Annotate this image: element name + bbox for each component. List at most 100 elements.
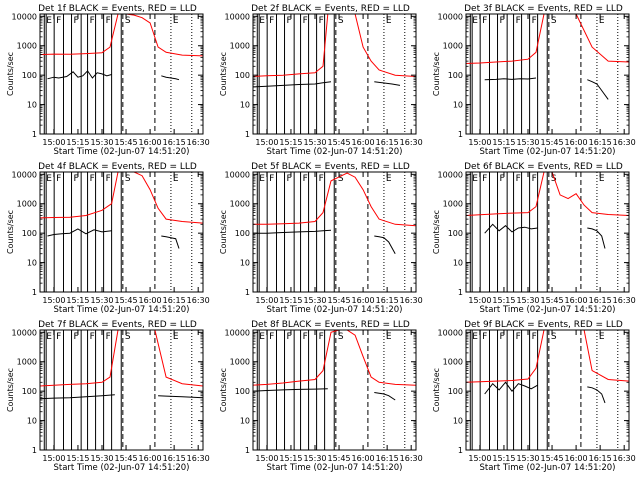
marker-letter: F — [532, 332, 537, 342]
events-series-line — [484, 223, 538, 234]
plot-frame — [39, 171, 204, 293]
x-tick-label: 16:30 — [400, 138, 423, 147]
y-axis-label: Counts/sec — [432, 52, 441, 96]
events-series-line — [484, 77, 537, 81]
y-tick-label: 1 — [32, 130, 37, 139]
plot-frame — [252, 171, 417, 293]
marker-letter: F — [319, 16, 324, 26]
marker-letter: E — [472, 16, 478, 26]
events-series-line — [252, 229, 332, 234]
x-tick-label: 16:30 — [187, 296, 210, 305]
marker-letter: F — [482, 16, 487, 26]
x-tick-label: 15:15 — [279, 454, 302, 463]
x-axis-label: Start Time (02-Jun-07 14:51:20) — [267, 305, 403, 315]
y-tick-label: 1 — [32, 288, 37, 297]
marker-letter: S — [125, 174, 131, 184]
marker-letter: E — [259, 16, 265, 26]
marker-letter: E — [259, 332, 265, 342]
marker-letter: S — [125, 332, 131, 342]
y-tick-label: 10 — [453, 101, 463, 110]
marker-letter: S — [551, 332, 557, 342]
marker-letter: F — [287, 174, 292, 184]
y-tick-label: 10 — [240, 417, 250, 426]
marker-letter: E — [46, 16, 52, 26]
events-series-line — [161, 75, 180, 81]
y-tick-label: 100 — [22, 229, 37, 238]
marker-letter: F — [500, 332, 505, 342]
events-series-line — [587, 79, 609, 100]
marker-letter: F — [269, 174, 274, 184]
marker-letter: F — [516, 332, 521, 342]
x-tick-label: 15:00 — [255, 296, 278, 305]
x-tick-label: 16:30 — [400, 454, 423, 463]
plot-frame — [465, 329, 630, 451]
x-axis-label: Start Time (02-Jun-07 14:51:20) — [54, 463, 190, 473]
x-tick-label: 16:00 — [352, 296, 375, 305]
x-tick-label: 15:45 — [328, 138, 351, 147]
x-tick-label: 16:30 — [613, 296, 636, 305]
marker-letter: F — [106, 16, 111, 26]
y-tick-label: 100 — [235, 387, 250, 396]
y-axis-label: Counts/sec — [6, 52, 15, 96]
marker-letter: F — [500, 174, 505, 184]
marker-letter: E — [173, 174, 179, 184]
x-tick-label: 16:30 — [613, 454, 636, 463]
x-tick-label: 15:30 — [303, 296, 326, 305]
marker-letter: F — [106, 174, 111, 184]
x-tick-label: 16:15 — [376, 454, 399, 463]
marker-letter: E — [386, 332, 392, 342]
marker-letter: F — [56, 174, 61, 184]
marker-letter: F — [303, 174, 308, 184]
y-tick-label: 10 — [453, 259, 463, 268]
y-tick-label: 1 — [458, 288, 463, 297]
events-series-line — [39, 394, 115, 400]
marker-letter: S — [551, 16, 557, 26]
y-tick-label: 1000 — [17, 358, 37, 367]
y-tick-label: 100 — [22, 71, 37, 80]
y-axis-label: Counts/sec — [6, 368, 15, 412]
events-series-line — [484, 381, 538, 395]
y-tick-label: 100 — [448, 229, 463, 238]
x-tick-label: 15:15 — [279, 138, 302, 147]
y-axis-label: Counts/sec — [219, 52, 228, 96]
x-axis-label: Start Time (02-Jun-07 14:51:20) — [480, 463, 616, 473]
x-tick-label: 15:30 — [516, 454, 539, 463]
marker-letter: S — [551, 174, 557, 184]
events-series-line — [374, 81, 401, 86]
panel-title: Det 1f BLACK = Events, RED = LLD — [38, 4, 197, 14]
y-tick-label: 10000 — [225, 170, 250, 179]
y-axis-label: Counts/sec — [219, 210, 228, 254]
y-tick-label: 100 — [448, 71, 463, 80]
y-tick-label: 1000 — [17, 42, 37, 51]
y-tick-label: 1000 — [230, 200, 250, 209]
x-tick-label: 15:30 — [303, 454, 326, 463]
x-tick-label: 16:30 — [400, 296, 423, 305]
y-tick-label: 10000 — [12, 170, 37, 179]
x-tick-label: 15:30 — [303, 138, 326, 147]
plot-frame — [39, 13, 204, 135]
x-tick-label: 15:30 — [516, 296, 539, 305]
x-tick-label: 15:15 — [492, 138, 515, 147]
marker-letter: F — [90, 174, 95, 184]
x-tick-label: 16:15 — [376, 296, 399, 305]
marker-letter: F — [482, 174, 487, 184]
y-tick-label: 10000 — [438, 328, 463, 337]
events-series-line — [47, 70, 112, 80]
y-tick-label: 100 — [235, 71, 250, 80]
y-tick-label: 100 — [448, 387, 463, 396]
events-series-line — [374, 235, 396, 254]
y-tick-label: 1000 — [230, 42, 250, 51]
y-axis-label: Counts/sec — [432, 210, 441, 254]
y-tick-label: 10000 — [438, 12, 463, 21]
x-tick-label: 15:00 — [42, 454, 65, 463]
marker-letter: E — [472, 174, 478, 184]
x-axis-label: Start Time (02-Jun-07 14:51:20) — [54, 305, 190, 315]
x-tick-label: 15:45 — [328, 454, 351, 463]
panel-title: Det 7f BLACK = Events, RED = LLD — [38, 320, 197, 330]
x-tick-label: 15:15 — [492, 454, 515, 463]
events-series-line — [374, 392, 396, 401]
x-tick-label: 16:15 — [163, 454, 186, 463]
plot-frame — [465, 171, 630, 293]
